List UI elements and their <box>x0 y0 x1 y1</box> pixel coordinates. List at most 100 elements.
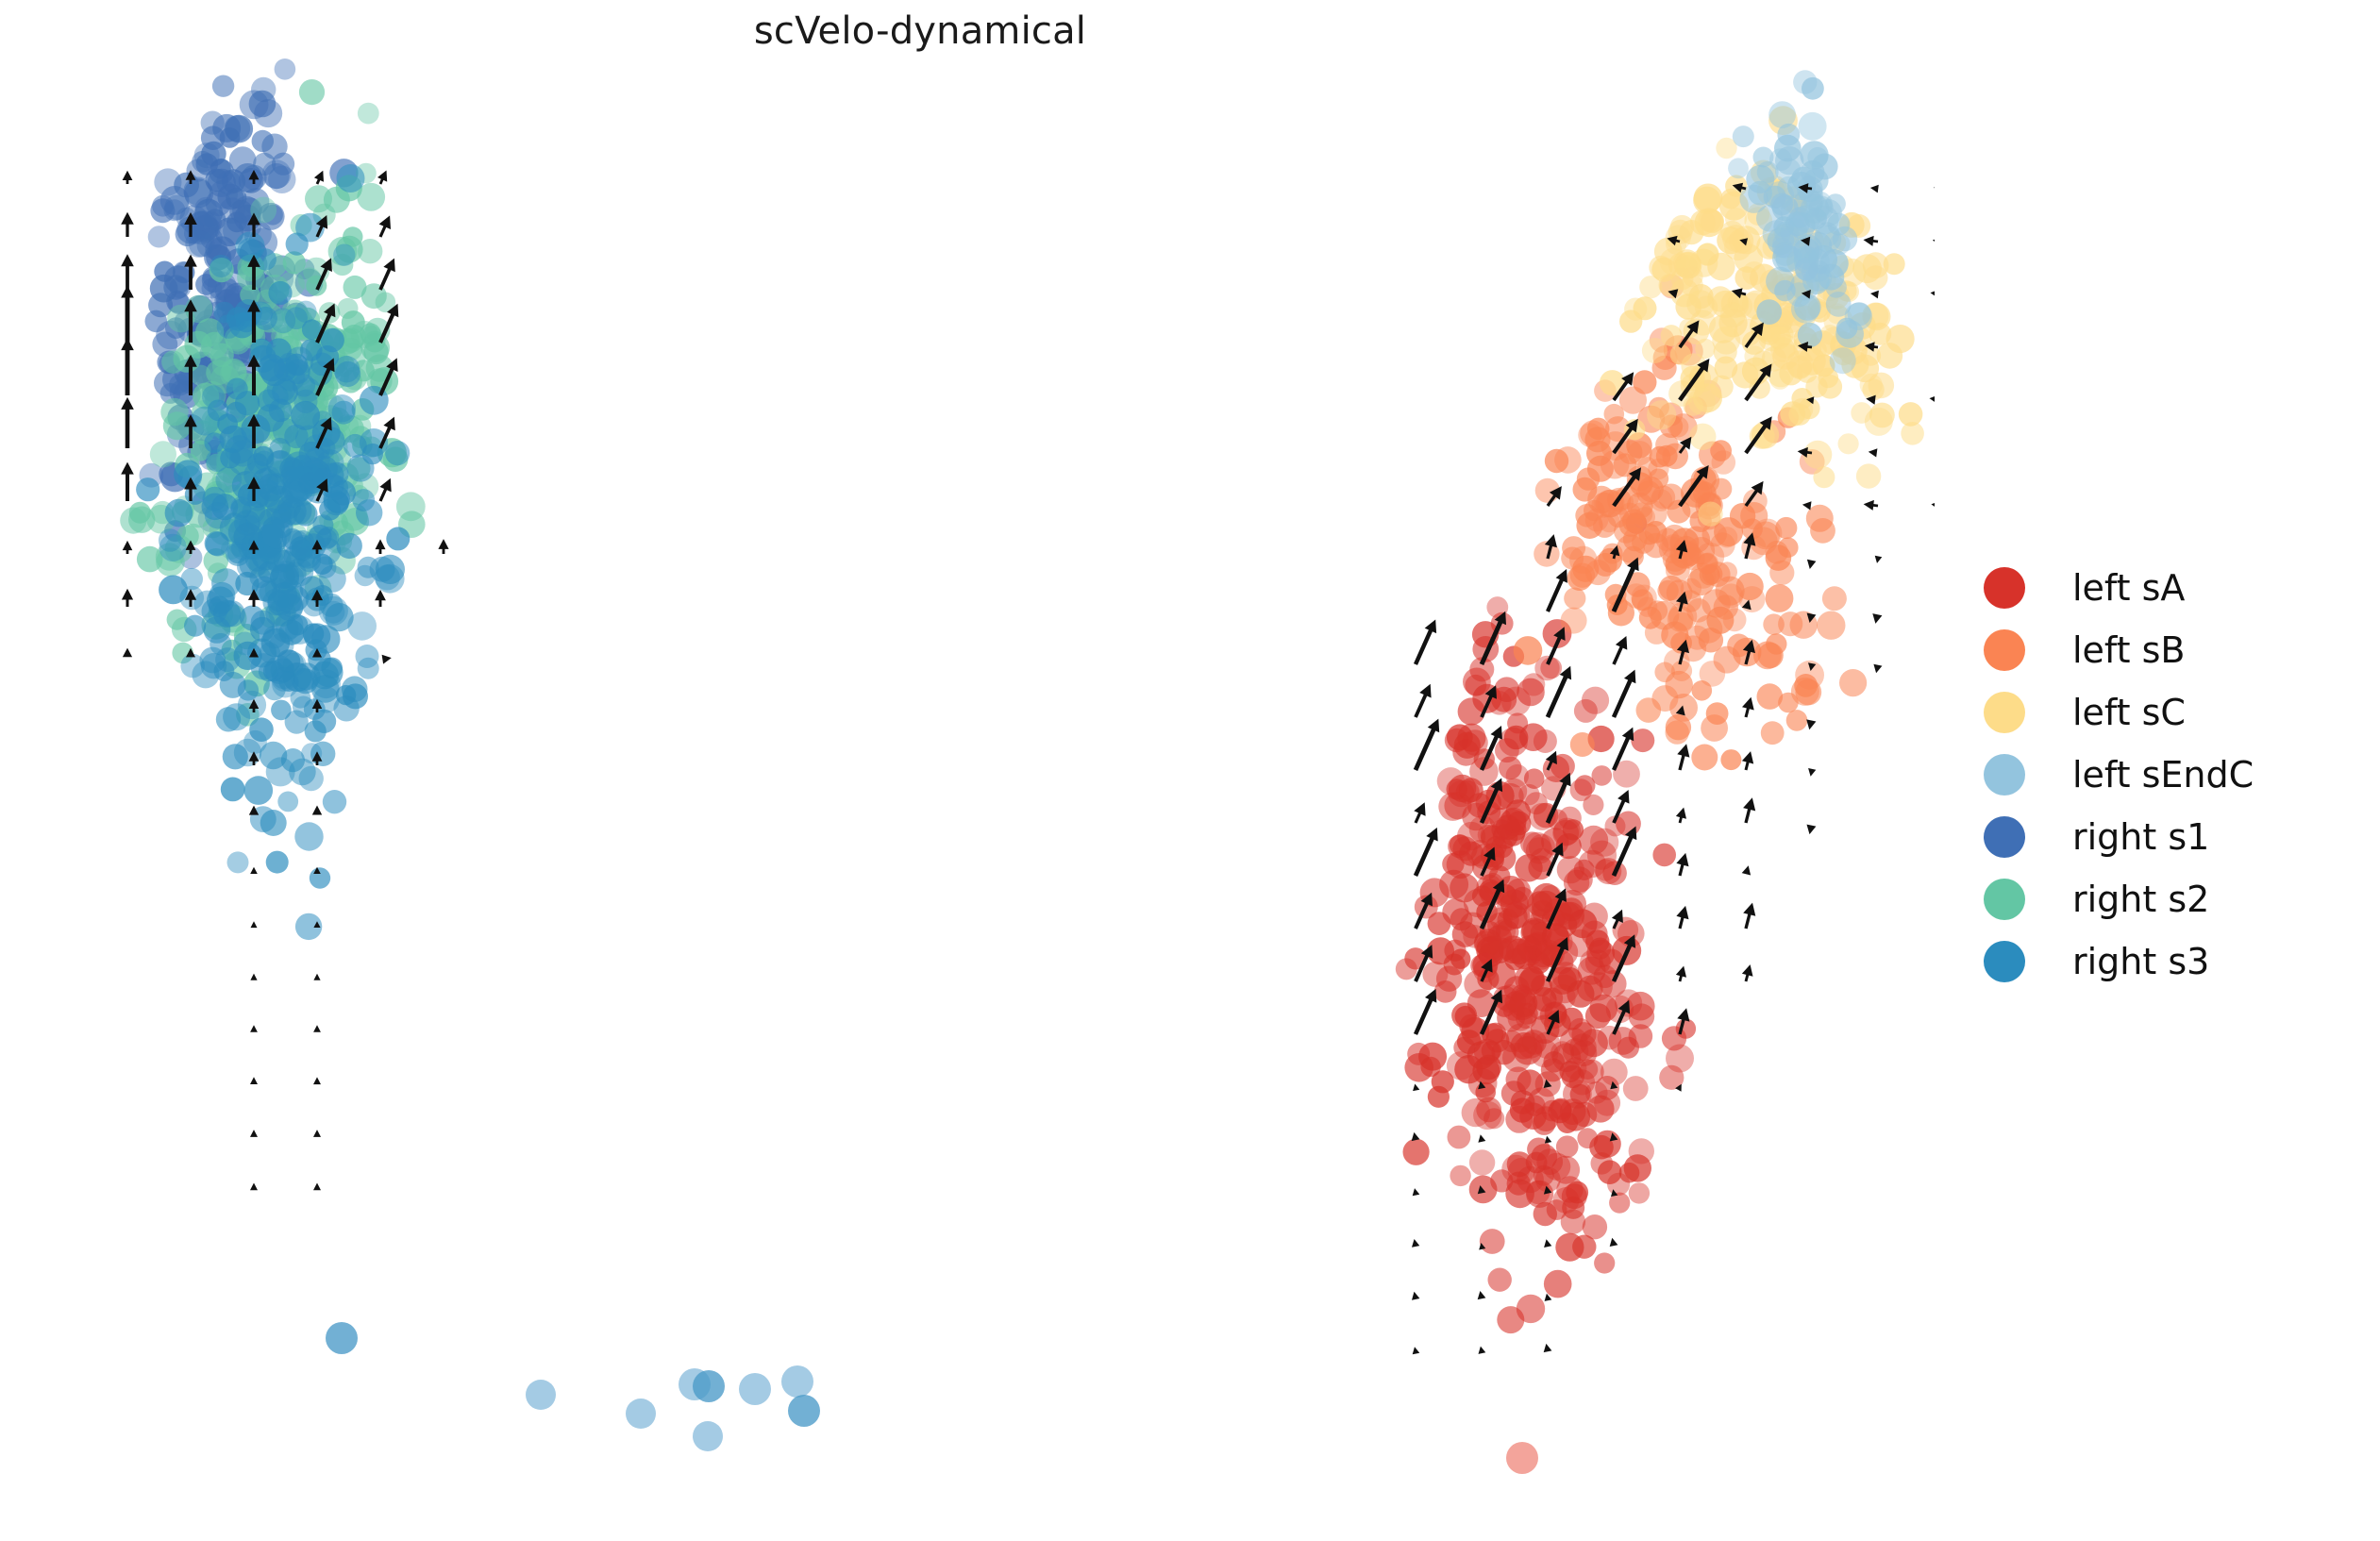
velocity-arrow <box>1479 611 1506 665</box>
velocity-arrow <box>121 461 134 501</box>
legend-item[interactable]: left sB <box>1963 619 2369 681</box>
velocity-arrow <box>381 654 392 664</box>
legend-color-dot-4 <box>1984 816 2025 858</box>
velocity-arrow <box>248 751 260 765</box>
legend-color-dot-0 <box>1984 567 2025 609</box>
legend-label-6: right s3 <box>2072 941 2210 982</box>
velocity-arrow <box>378 303 399 343</box>
velocity-arrow <box>247 413 260 448</box>
velocity-arrow <box>1808 662 1817 671</box>
legend-label-3: left sEndC <box>2072 754 2254 796</box>
velocity-arrow <box>1806 559 1817 569</box>
velocity-arrow <box>1675 965 1686 982</box>
velocity-arrow <box>378 215 391 238</box>
velocity-arrow <box>1798 183 1813 193</box>
velocity-arrow <box>1932 239 1935 242</box>
velocity-arrow <box>311 805 323 815</box>
velocity-arrow <box>1477 1185 1486 1195</box>
velocity-arrow <box>250 1182 258 1191</box>
velocity-arrow <box>1744 416 1772 455</box>
velocity-arrow <box>1413 718 1440 771</box>
velocity-arrows-layer <box>121 169 1935 1355</box>
velocity-arrow <box>311 698 323 712</box>
velocity-arrow <box>1743 532 1756 560</box>
velocity-arrow <box>1545 750 1557 771</box>
velocity-arrow <box>313 1077 321 1085</box>
legend-item[interactable]: left sEndC <box>1963 744 2369 806</box>
velocity-arrow <box>1414 683 1432 718</box>
velocity-arrow <box>1675 1083 1682 1092</box>
legend-label-1: left sB <box>2072 629 2186 671</box>
velocity-arrow <box>248 169 260 184</box>
velocity-arrow <box>248 805 260 815</box>
legend-item[interactable]: left sC <box>1963 681 2369 744</box>
velocity-arrow <box>247 212 260 237</box>
velocity-arrow <box>438 539 449 554</box>
velocity-arrow <box>313 921 321 928</box>
velocity-arrow <box>121 396 134 448</box>
page-title: scVelo-dynamical <box>753 9 1087 53</box>
scatter-points-layer <box>120 59 1924 1334</box>
velocity-arrow <box>1741 599 1751 611</box>
velocity-arrow <box>1479 726 1502 771</box>
outlier-point <box>788 1395 820 1427</box>
legend-item[interactable]: right s2 <box>1963 868 2369 930</box>
velocity-arrow <box>1868 448 1878 458</box>
velocity-arrow <box>1612 418 1638 455</box>
legend-label-5: right s2 <box>2072 879 2210 920</box>
velocity-arrow <box>1479 879 1505 930</box>
legend-color-dot-5 <box>1984 879 2025 920</box>
velocity-arrow <box>1742 639 1755 665</box>
velocity-arrow <box>1676 591 1688 612</box>
velocity-arrow <box>1480 846 1496 877</box>
velocity-arrow <box>377 170 388 185</box>
velocity-arrow <box>186 647 195 658</box>
cluster-right-s3 <box>136 164 411 941</box>
velocity-arrow <box>1739 238 1749 246</box>
velocity-arrow <box>1744 363 1772 402</box>
velocity-arrow <box>1413 1083 1420 1092</box>
velocity-arrow <box>313 866 321 874</box>
outlier-points-layer <box>326 1322 1538 1474</box>
velocity-arrow <box>1546 486 1562 507</box>
velocity-arrow <box>1609 1132 1618 1142</box>
velocity-arrow <box>1668 289 1679 299</box>
legend-item[interactable]: right s3 <box>1963 930 2369 993</box>
velocity-arrow <box>1544 1135 1552 1144</box>
outlier-point <box>739 1373 771 1405</box>
velocity-arrow <box>313 1025 321 1032</box>
velocity-arrow <box>1480 685 1497 718</box>
velocity-arrow <box>311 589 323 607</box>
velocity-arrow <box>250 921 258 929</box>
velocity-arrow <box>248 540 260 554</box>
velocity-arrow <box>247 254 260 290</box>
velocity-arrow <box>1870 290 1879 299</box>
velocity-arrow <box>184 212 197 237</box>
cluster-left-sendc <box>1728 70 1873 375</box>
legend-label-2: left sC <box>2072 692 2186 733</box>
velocity-arrow <box>378 416 395 449</box>
velocity-arrow <box>250 866 258 874</box>
velocity-arrow <box>311 751 323 765</box>
velocity-arrow <box>1676 639 1689 665</box>
velocity-arrow <box>1413 619 1437 665</box>
velocity-arrow <box>249 647 259 658</box>
velocity-arrow <box>1873 663 1883 674</box>
velocity-arrow <box>1678 359 1710 402</box>
velocity-arrow <box>1744 480 1764 508</box>
legend-color-dot-6 <box>1984 941 2025 982</box>
legend-item[interactable]: left sA <box>1963 557 2369 619</box>
velocity-arrow <box>1610 1080 1618 1090</box>
legend-item[interactable]: right s1 <box>1963 806 2369 868</box>
velocity-arrow <box>1864 342 1879 352</box>
outlier-point <box>693 1370 725 1402</box>
velocity-arrow <box>1414 802 1426 824</box>
velocity-arrow <box>375 589 386 607</box>
outlier-point <box>1506 1442 1538 1474</box>
legend-color-dot-1 <box>1984 629 2025 671</box>
velocity-arrow <box>1675 540 1688 560</box>
velocity-arrow <box>1546 569 1567 612</box>
velocity-arrow <box>1675 807 1686 824</box>
velocity-arrow <box>1798 342 1813 352</box>
